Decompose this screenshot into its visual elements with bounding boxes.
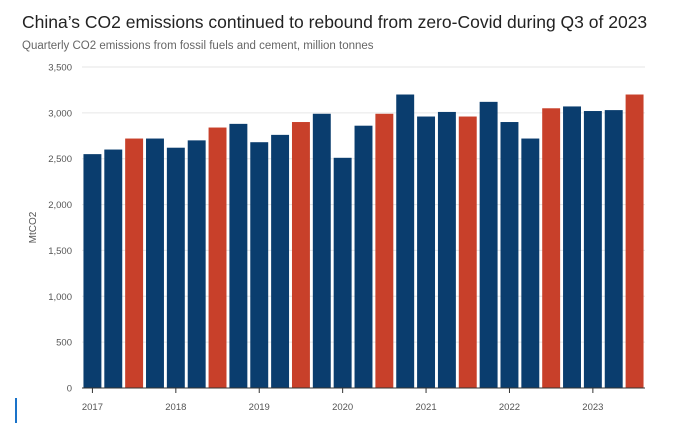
chart-title: China’s CO2 emissions continued to rebou… bbox=[22, 12, 648, 32]
bar-2022-q4 bbox=[563, 106, 581, 389]
bar-2020-q1 bbox=[333, 157, 352, 388]
y-tick-label: 0 bbox=[67, 384, 72, 395]
x-tick-label: 2020 bbox=[332, 402, 353, 413]
bar-2019-q3 bbox=[291, 122, 310, 389]
x-tick-label: 2021 bbox=[415, 402, 436, 413]
y-tick-label: 2,500 bbox=[48, 154, 72, 165]
y-tick-label: 2,000 bbox=[48, 200, 72, 211]
y-tick-label: 1,000 bbox=[48, 292, 72, 303]
y-tick-label: 1,500 bbox=[48, 246, 72, 257]
bar-2017-q1 bbox=[83, 154, 102, 388]
bar-2018-q1 bbox=[166, 147, 185, 388]
x-tick-label: 2018 bbox=[165, 402, 186, 413]
bar-2022-q1 bbox=[500, 122, 519, 389]
chart-subtitle: Quarterly CO2 emissions from fossil fuel… bbox=[22, 40, 374, 52]
y-tick-label: 500 bbox=[56, 338, 72, 349]
bar-2020-q3 bbox=[375, 113, 394, 388]
bar-2018-q4 bbox=[229, 123, 248, 388]
bar-2020-q4 bbox=[396, 94, 415, 388]
y-axis-title: MtCO2 bbox=[28, 211, 39, 243]
bar-2019-q2 bbox=[271, 134, 290, 388]
bar-2020-q2 bbox=[354, 125, 373, 388]
bar-2022-q3 bbox=[542, 108, 561, 389]
bar-2017-q2 bbox=[104, 149, 123, 388]
bar-2023-q1 bbox=[583, 111, 602, 388]
bar-2017-q4 bbox=[146, 138, 164, 388]
bar-2019-q4 bbox=[312, 113, 331, 388]
bar-2017-q3 bbox=[125, 138, 144, 388]
x-tick-label: 2023 bbox=[582, 402, 603, 413]
y-tick-label: 3,500 bbox=[48, 63, 72, 74]
x-tick-label: 2022 bbox=[499, 402, 520, 413]
bar-2019-q1 bbox=[250, 142, 269, 388]
bar-2021-q1 bbox=[417, 116, 436, 389]
bar-2018-q3 bbox=[208, 127, 227, 388]
x-axis: 2017 2018 2019 2020 2021 2022 2023 bbox=[82, 387, 645, 413]
bar-2023-q2 bbox=[604, 110, 623, 388]
y-tick-label: 3,000 bbox=[48, 108, 72, 119]
bar-2018-q2 bbox=[187, 140, 206, 388]
accent-bar bbox=[15, 398, 17, 423]
bars bbox=[83, 94, 644, 389]
y-axis-ticks: 0 500 1,000 1,500 2,000 2,500 3,000 3,500 bbox=[48, 63, 72, 395]
x-tick-label: 2019 bbox=[249, 402, 270, 413]
bar-2023-q3 bbox=[625, 94, 644, 388]
bar-2021-q3 bbox=[458, 116, 477, 389]
bar-2021-q4 bbox=[479, 101, 498, 388]
x-tick-label: 2017 bbox=[82, 402, 103, 413]
bar-2021-q2 bbox=[437, 111, 456, 388]
bar-2022-q2 bbox=[521, 138, 540, 388]
